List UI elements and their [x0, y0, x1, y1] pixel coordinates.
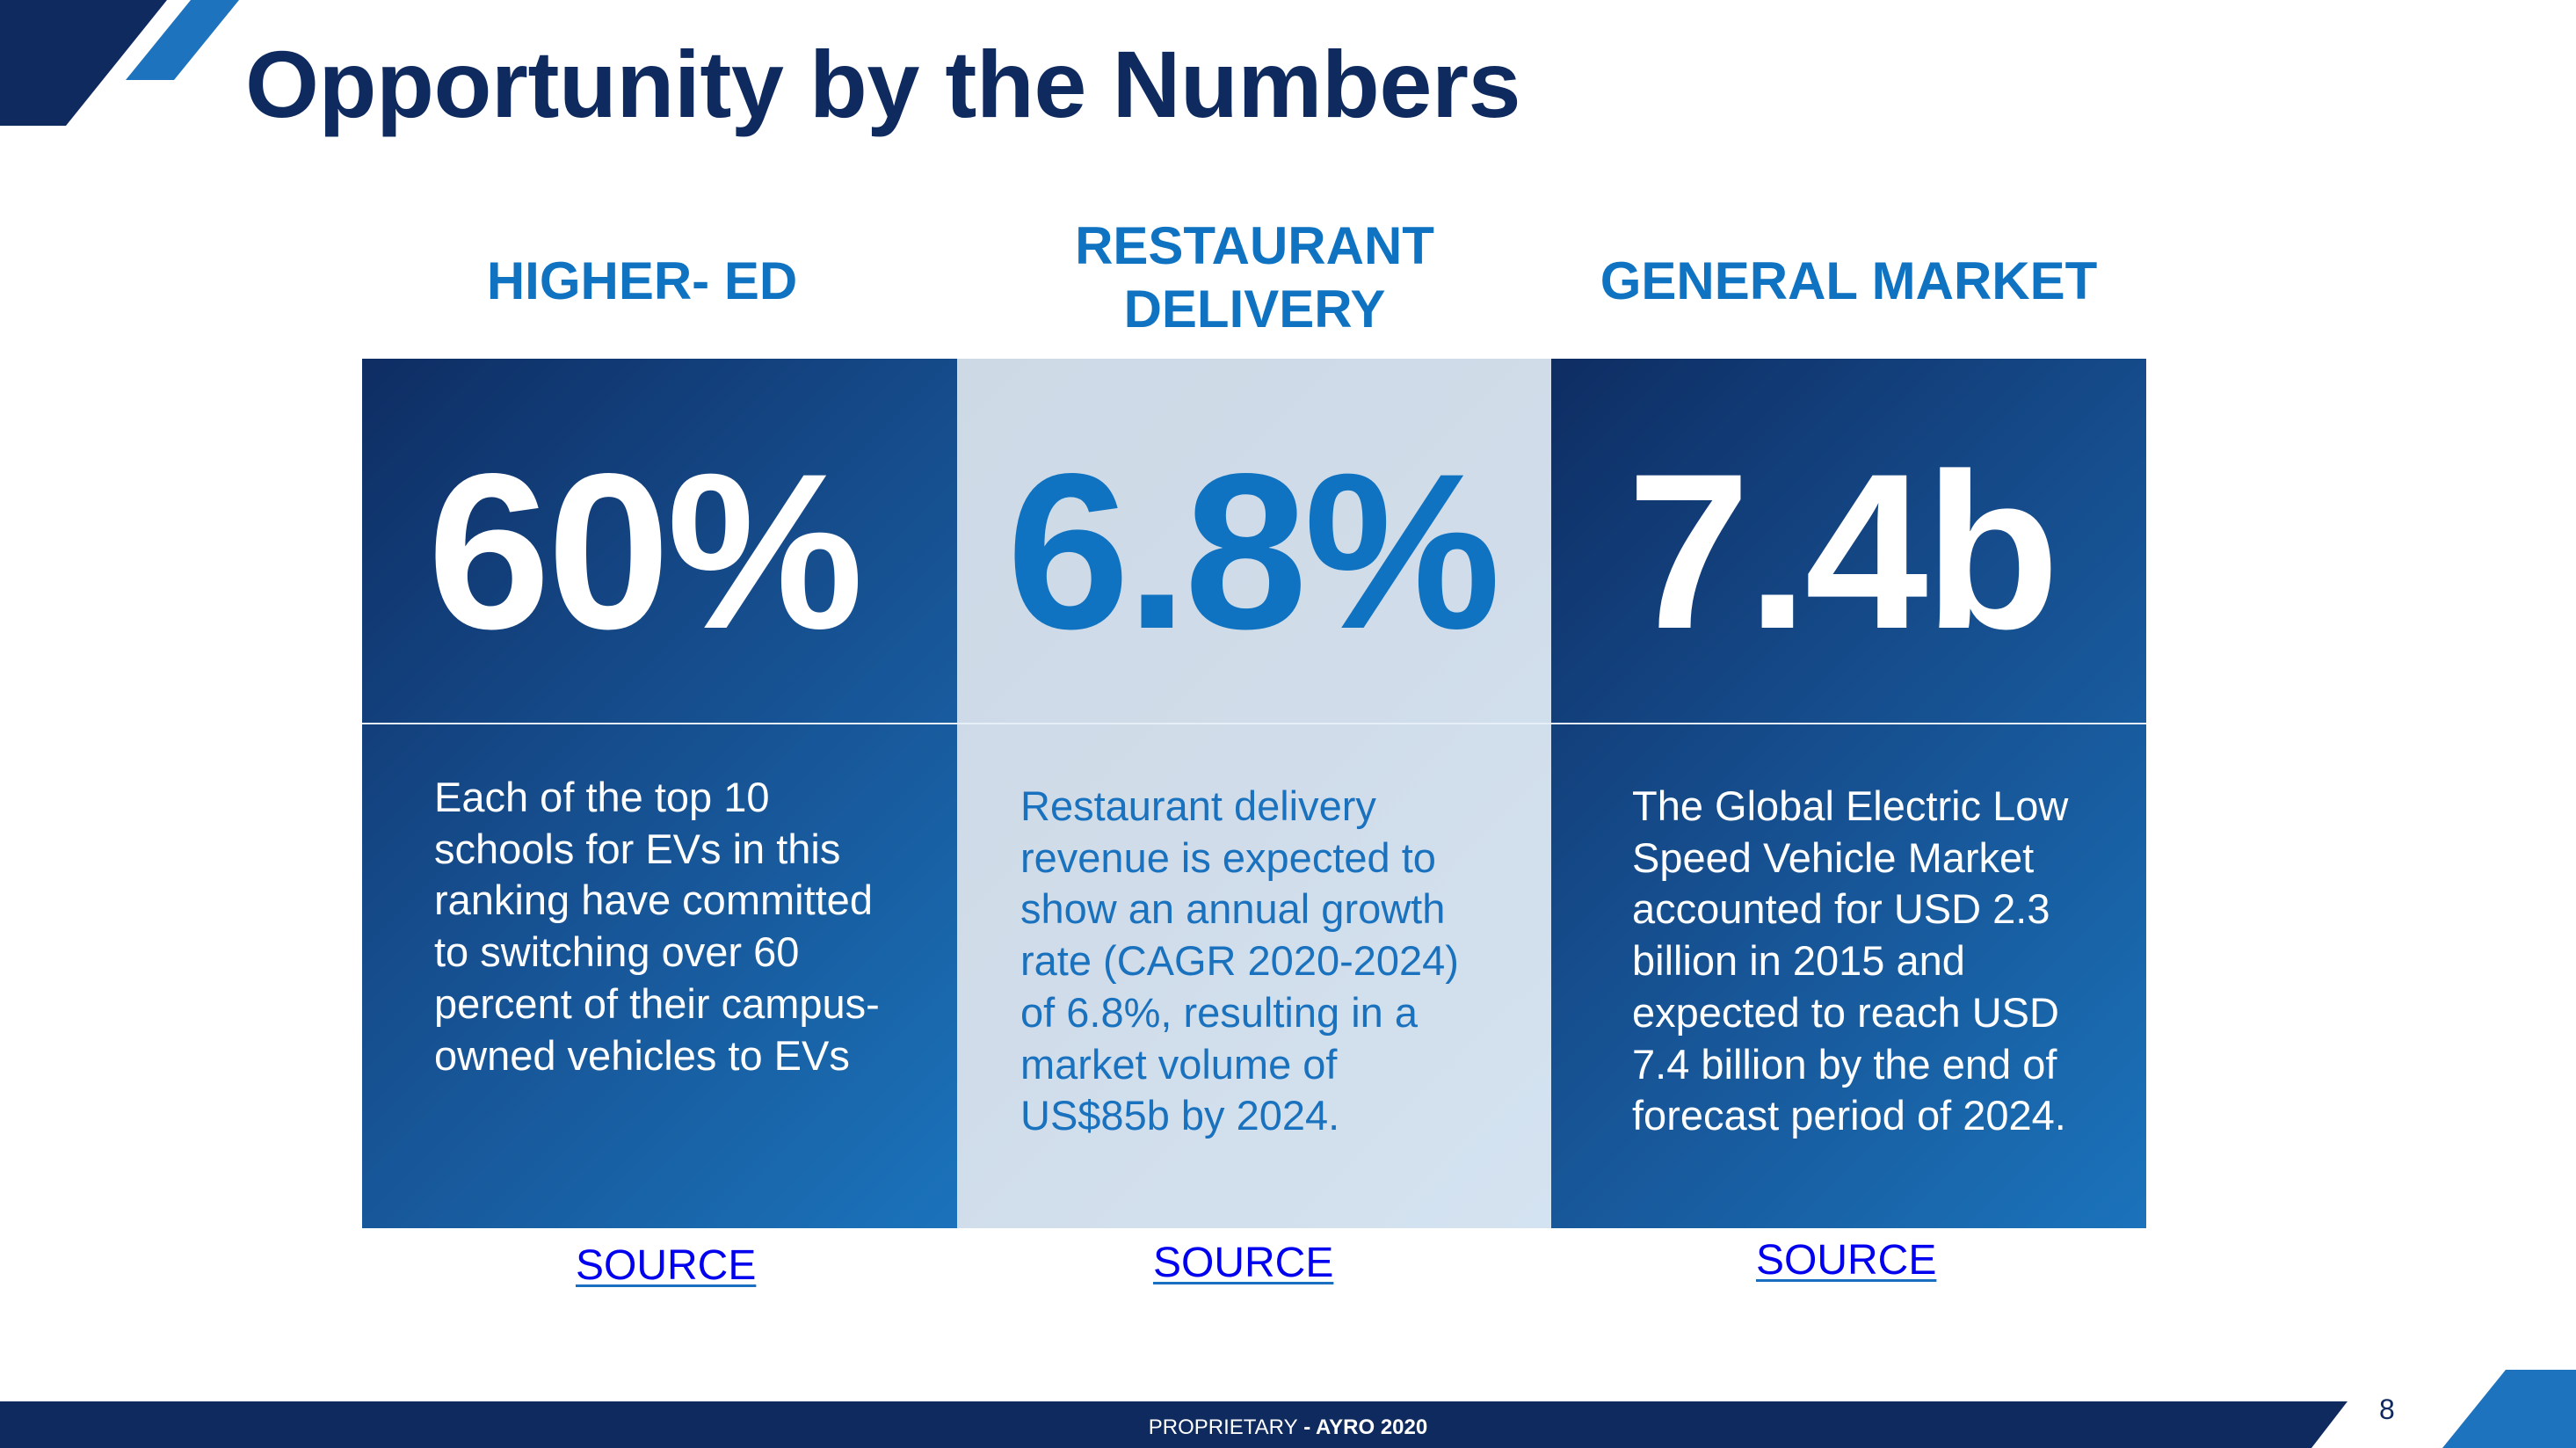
column-header-higher-ed: HIGHER- ED: [486, 251, 798, 310]
logo-navy-parallelogram: [0, 0, 167, 126]
column-header-general-market: GENERAL MARKET: [1600, 251, 2098, 310]
stat-value: 7.4b: [1627, 428, 2059, 675]
footer-label-bold: - AYRO 2020: [1297, 1415, 1428, 1439]
footer-label-regular: PROPRIETARY: [1148, 1415, 1298, 1439]
stat-description: The Global Electric Low Speed Vehicle Ma…: [1632, 782, 2069, 1139]
stat-card-higher-ed: 60% Each of the top 10 schools for EVs i…: [362, 359, 957, 1228]
slide-title: Opportunity by the Numbers: [245, 31, 1521, 137]
card-divider: [362, 723, 957, 724]
footer-proprietary-label: PROPRIETARY - AYRO 2020: [0, 1415, 2576, 1440]
card-divider: [1551, 723, 2146, 724]
brand-logo-shapes: [0, 0, 239, 126]
logo-blue-stripe: [126, 0, 239, 80]
source-link-higher-ed[interactable]: SOURCE: [576, 1242, 757, 1289]
stat-description: Restaurant delivery revenue is expected …: [1020, 782, 1459, 1139]
source-link-restaurant-delivery[interactable]: SOURCE: [1153, 1240, 1334, 1286]
stat-card-restaurant-delivery: 6.8% Restaurant delivery revenue is expe…: [957, 359, 1552, 1228]
source-link-general-market[interactable]: SOURCE: [1756, 1237, 1937, 1284]
stat-value: 6.8%: [1006, 428, 1500, 675]
page-number: 8: [2379, 1393, 2395, 1425]
card-divider: [957, 723, 1552, 724]
stat-description: Each of the top 10 schools for EVs in th…: [434, 774, 880, 1079]
column-header-line: DELIVERY: [1123, 280, 1386, 338]
footer-blue-accent: [2442, 1370, 2576, 1448]
stat-card-general-market: 7.4b The Global Electric Low Speed Vehic…: [1551, 359, 2146, 1228]
footer-navy-band: [0, 1401, 2347, 1448]
column-header-restaurant-delivery: RESTAURANT DELIVERY: [957, 215, 1552, 341]
column-header-line: RESTAURANT: [1075, 216, 1434, 275]
footer-bar: [0, 1370, 2576, 1448]
stat-value: 60%: [427, 428, 863, 675]
